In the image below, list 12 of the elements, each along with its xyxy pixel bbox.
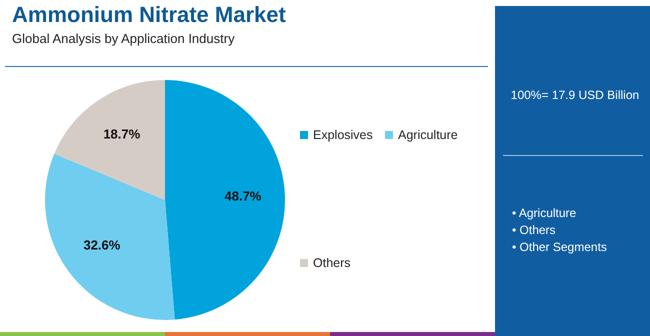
legend-label: Others <box>312 256 351 270</box>
text: • Others <box>512 222 557 239</box>
chart-title: Ammonium Nitrate Market <box>12 2 286 28</box>
chart-subtitle: Global Analysis by Application Industry <box>12 31 235 46</box>
data-label: 48.7% <box>224 188 262 204</box>
text: • Agriculture <box>512 205 578 222</box>
data-label: 18.7% <box>103 126 141 142</box>
text: • Other Segments <box>512 239 607 256</box>
legend-label: Agriculture <box>397 128 458 142</box>
text: 100%= 17.9 USD Billion <box>510 88 640 102</box>
legend-label: Explosives <box>312 128 373 142</box>
data-label: 32.6% <box>83 237 121 252</box>
